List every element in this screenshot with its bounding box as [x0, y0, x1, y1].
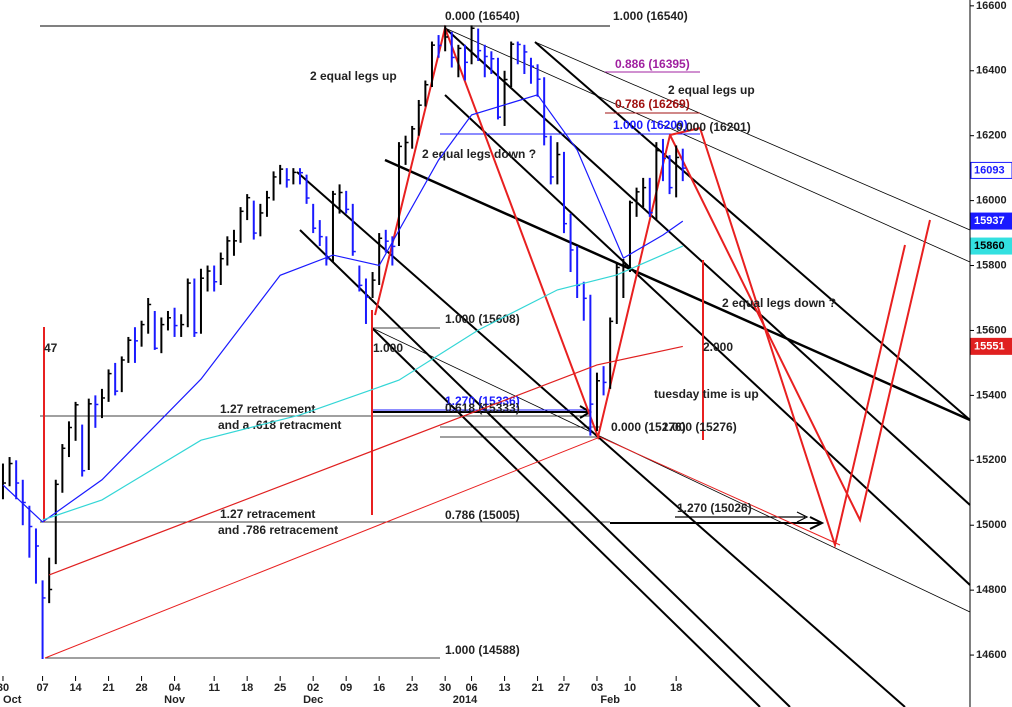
y-tick-label: 16600	[976, 0, 1007, 12]
annotation: 0.000 (15276)	[611, 420, 686, 434]
annotation: 1.000 (16209)	[613, 118, 688, 132]
y-tick-label: 15400	[976, 389, 1007, 401]
x-tick-label: 30	[0, 682, 9, 694]
x-tick-label: 03	[591, 682, 603, 694]
last-value-label: 15937	[974, 215, 1005, 227]
month-label: 2014	[453, 694, 478, 706]
annotation: 1.000 (15608)	[445, 312, 520, 326]
annotation: 1.000 (16540)	[613, 9, 688, 23]
y-tick-label: 15200	[976, 454, 1007, 466]
moving-average	[48, 345, 683, 576]
x-tick-label: 27	[558, 682, 570, 694]
x-tick-label: 16	[373, 682, 385, 694]
y-tick-label: 15600	[976, 324, 1007, 336]
annotations: 0.000 (16540) 1.000 (16540) 0.886 (16395…	[44, 9, 836, 657]
last-value-label: 15860	[974, 240, 1005, 252]
y-tick-label: 14600	[976, 649, 1007, 661]
x-tick-label: 21	[102, 682, 114, 694]
annotation: 1.000 (14588)	[445, 643, 520, 657]
x-tick-label: 14	[69, 682, 82, 694]
annotation: 0.786 (15005)	[445, 508, 520, 522]
annotation: 2 equal legs down ?	[422, 147, 536, 161]
x-tick-label: 25	[274, 682, 286, 694]
annotation: 0.786 (16269)	[615, 97, 690, 111]
x-tick-label: 11	[208, 682, 220, 694]
x-tick-label: 18	[241, 682, 253, 694]
x-tick-label: 10	[624, 682, 636, 694]
annotation: 1.270 (15336)	[445, 394, 520, 408]
annotation: 0.000 (16201)	[676, 120, 751, 134]
x-tick-label: 02	[307, 682, 319, 694]
x-tick-label: 18	[670, 682, 682, 694]
annotation: 2.000	[703, 340, 733, 354]
y-tick-label: 14800	[976, 584, 1007, 596]
annotation: 0.618 (15333)	[445, 401, 520, 415]
x-tick-label: 21	[531, 682, 543, 694]
month-label: Nov	[164, 694, 186, 706]
month-label: Oct	[3, 694, 22, 706]
x-tick-label: 30	[439, 682, 451, 694]
last-value-label: 16093	[974, 164, 1005, 176]
annotation: 2 equal legs up	[310, 69, 397, 83]
y-tick-label: 16000	[976, 195, 1007, 207]
annotation: 1.000	[373, 341, 403, 355]
last-value-box	[970, 237, 1012, 255]
annotation: 2 equal legs down ?	[722, 296, 836, 310]
annotation: 1.000 (15276)	[662, 420, 737, 434]
annotation: 47	[44, 341, 58, 355]
x-tick-label: 06	[465, 682, 477, 694]
x-tick-label: 13	[498, 682, 510, 694]
annotation: 1.270 (15026)	[677, 501, 752, 515]
month-label: Feb	[600, 694, 620, 706]
annotation: 0.000 (16540)	[445, 9, 520, 23]
y-tick-label: 16200	[976, 130, 1007, 142]
x-tick-label: 07	[36, 682, 48, 694]
y-tick-label: 16400	[976, 65, 1007, 77]
annotation: and .786 retracement	[218, 523, 338, 537]
last-value-box	[970, 337, 1012, 355]
moving-average	[2, 94, 684, 523]
trendlines	[40, 25, 971, 707]
y-tick-label: 15000	[976, 519, 1007, 531]
x-tick-label: 09	[340, 682, 352, 694]
annotation: tuesday time is up	[654, 387, 759, 401]
annotation: 0.886 (16395)	[615, 57, 690, 71]
month-label: Dec	[303, 694, 323, 706]
price-bars	[1, 25, 686, 659]
x-tick-label: 04	[168, 682, 181, 694]
x-tick-label: 23	[406, 682, 418, 694]
x-tick-label: 28	[135, 682, 147, 694]
y-tick-label: 15800	[976, 259, 1007, 271]
annotation: 1.27 retracement	[220, 402, 315, 416]
annotation: 1.27 retracement	[220, 507, 315, 521]
last-value-box	[970, 161, 1012, 179]
annotation: and a .618 retracment	[218, 418, 341, 432]
last-value-box	[970, 212, 1012, 230]
annotation: 2 equal legs up	[668, 83, 755, 97]
last-value-label: 15551	[974, 340, 1005, 352]
moving-average	[42, 245, 684, 521]
